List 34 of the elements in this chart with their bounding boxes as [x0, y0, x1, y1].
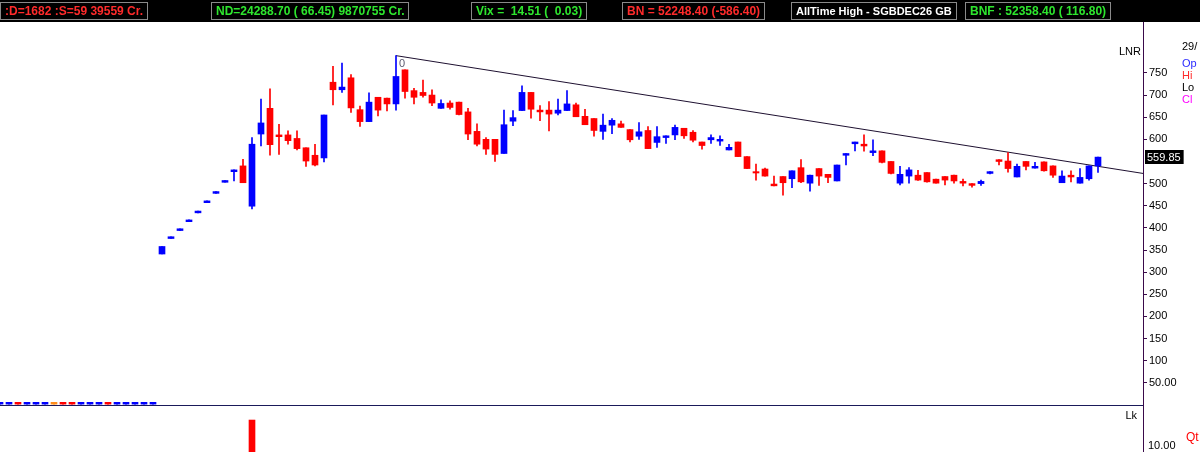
y-tick-label: 750	[1149, 65, 1168, 78]
y-tick-label: 450	[1149, 198, 1168, 211]
y-axis-title: Lk	[1125, 409, 1137, 421]
series-label: 0	[399, 57, 406, 70]
text: BN = 52248.40 (-586.40)	[622, 2, 766, 20]
y-tick-label: 300	[1149, 265, 1168, 278]
text: 29/	[1182, 40, 1198, 52]
text: Op	[1182, 57, 1197, 69]
chart-title: AllTime High - SGBDEC26 GB	[791, 2, 957, 20]
candlestick	[419, 79, 427, 98]
y-axis-title: LNR	[1118, 45, 1141, 57]
text: :D=1682 :S=59 39559 Cr.	[0, 2, 149, 20]
text: Cl	[1182, 93, 1193, 105]
text: Hi	[1182, 69, 1193, 81]
y-tick-label: 100	[1149, 353, 1168, 366]
text: 10.00	[1148, 439, 1176, 451]
y-tick-label: 200	[1149, 309, 1168, 322]
y-tick-label: 700	[1149, 88, 1168, 101]
text: ND=24288.70 ( 66.45) 9870755 Cr.	[211, 2, 410, 20]
y-tick-label: 500	[1149, 176, 1168, 189]
y-tick-label: 50.00	[1149, 375, 1177, 388]
y-tick-label: 150	[1149, 331, 1168, 344]
text: BNF : 52358.40 ( 116.80)	[965, 2, 1112, 20]
y-tick-label: 650	[1149, 110, 1168, 123]
annotation: 559.85	[1147, 150, 1181, 163]
candlestick	[842, 153, 850, 166]
y-tick-label: 400	[1149, 220, 1168, 233]
text: Vix = 14.51 ( 0.03)	[471, 2, 588, 20]
y-tick-label: 350	[1149, 243, 1168, 256]
text: Qt	[1186, 430, 1199, 444]
y-tick-label: 250	[1149, 287, 1168, 300]
y-tick-label: 600	[1149, 132, 1168, 145]
text: Lo	[1182, 81, 1195, 93]
candlestick	[752, 163, 760, 181]
